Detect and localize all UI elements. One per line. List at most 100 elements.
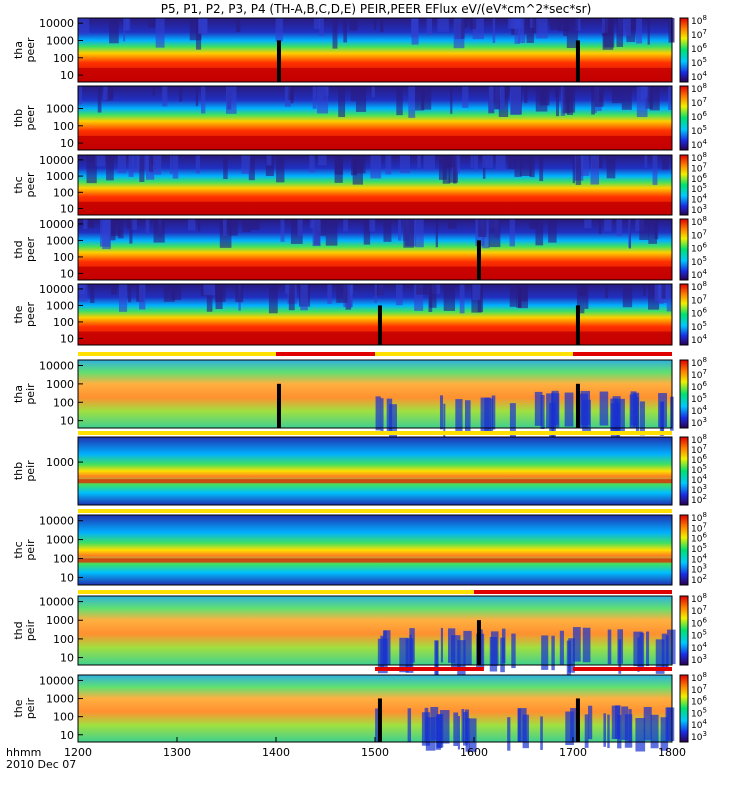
dropout-streak: [489, 398, 494, 433]
noise-streak: [163, 284, 175, 302]
noise-streak: [636, 86, 648, 118]
noise-streak: [118, 284, 128, 312]
dropout-streak: [455, 399, 463, 434]
noise-streak: [652, 155, 658, 185]
noise-streak: [648, 284, 660, 310]
colorbar-tick-label: 107: [691, 28, 707, 41]
noise-streak: [668, 86, 673, 110]
noise-streak: [645, 86, 653, 109]
noise-streak: [126, 219, 130, 229]
noise-streak: [654, 284, 662, 302]
data-gap-marker: [476, 240, 481, 280]
panel-frame: [77, 218, 673, 281]
panel-label: thbpeer: [12, 105, 37, 131]
noise-streak: [385, 155, 392, 175]
y-tick-label: 1000: [46, 170, 74, 183]
dropout-streak: [541, 635, 549, 670]
y-tick-label: 1000: [46, 534, 74, 547]
noise-streak: [437, 18, 449, 32]
x-tick-label: 1700: [559, 746, 587, 759]
noise-streak: [472, 18, 484, 40]
noise-streak: [443, 284, 456, 311]
dropout-streak: [582, 627, 591, 663]
dropout-streak: [464, 400, 471, 435]
dropout-streak: [511, 633, 516, 669]
noise-streak: [117, 155, 127, 174]
noise-streak: [554, 86, 559, 98]
noise-streak: [201, 86, 206, 114]
noise-streak: [555, 86, 560, 117]
panel-probe: thd: [12, 240, 25, 258]
noise-streak: [312, 86, 317, 109]
panel-label: thbpeir: [12, 460, 37, 482]
panel-probe: thc: [12, 541, 25, 558]
dropout-streak: [546, 393, 552, 428]
dropout-streak: [621, 706, 629, 740]
noise-streak: [349, 284, 353, 308]
noise-streak: [86, 219, 95, 229]
noise-streak: [300, 284, 308, 311]
noise-streak: [524, 18, 527, 35]
noise-streak: [334, 155, 343, 183]
colorbar-tick-label: 108: [691, 671, 707, 684]
noise-streak: [619, 18, 631, 36]
noise-streak: [268, 284, 278, 314]
y-tick-label: 10000: [39, 360, 74, 373]
colorbar-tick-label: 108: [691, 511, 707, 524]
noise-streak: [470, 155, 474, 168]
colorbar-tick-label: 107: [691, 683, 707, 696]
x-axis: hhmm 2010 Dec 07 1200 1300 1400 1500 1600 170…: [6, 737, 686, 771]
noise-streak: [78, 86, 83, 105]
noise-streak: [550, 18, 561, 31]
colorbar-tick-label: 103: [691, 483, 707, 496]
dropout-streak: [491, 395, 496, 430]
noise-streak: [644, 155, 648, 168]
data-gap-marker: [377, 698, 382, 742]
colorbar-tick-label: 107: [691, 96, 707, 109]
noise-streak: [94, 155, 106, 167]
noise-streak: [564, 86, 576, 113]
panel-probe: the: [12, 699, 25, 717]
noise-streak: [83, 219, 88, 229]
noise-streak: [109, 219, 116, 241]
noise-streak: [325, 219, 338, 246]
noise-streak: [594, 86, 604, 107]
noise-streak: [318, 155, 327, 166]
colorbar-tick-label: 107: [691, 228, 707, 241]
noise-streak: [266, 155, 272, 166]
dropout-streak: [667, 629, 676, 665]
y-tick-label: 10000: [39, 515, 74, 528]
noise-streak: [179, 86, 183, 102]
dropout-streak: [382, 630, 387, 665]
panel-label: thdpeer: [12, 237, 37, 263]
noise-streak: [518, 18, 526, 44]
y-tick-label: 1000: [46, 299, 74, 312]
panel-probe: thd: [12, 621, 25, 639]
colorbar-tick-label: 107: [691, 604, 707, 617]
noise-streak: [509, 219, 515, 247]
dropout-streak: [457, 640, 466, 675]
noise-streak: [591, 86, 595, 115]
colorbar: [679, 283, 689, 346]
noise-streak: [343, 284, 353, 308]
dropout-streak: [646, 631, 650, 667]
colorbar-tick-label: 104: [691, 70, 707, 83]
noise-streak: [421, 86, 432, 110]
dropout-streak: [447, 628, 456, 663]
colorbar-tick-label: 106: [691, 42, 707, 55]
noise-streak: [426, 18, 433, 36]
noise-streak: [198, 18, 207, 34]
dropout-streak: [489, 637, 498, 672]
panel-probe: thc: [12, 176, 25, 193]
noise-streak: [153, 219, 165, 243]
dropout-streak: [377, 638, 388, 674]
y-tick-label: 1000: [46, 34, 74, 47]
y-tick-label: 10000: [39, 283, 74, 296]
noise-streak: [374, 284, 377, 304]
dropout-streak: [551, 402, 556, 437]
figure-title: P5, P1, P2, P3, P4 (TH-A,B,C,D,E) PEIR,P…: [161, 2, 592, 16]
colorbar: [679, 514, 689, 586]
mode-bar-segment: [375, 352, 573, 356]
noise-streak: [316, 219, 327, 236]
